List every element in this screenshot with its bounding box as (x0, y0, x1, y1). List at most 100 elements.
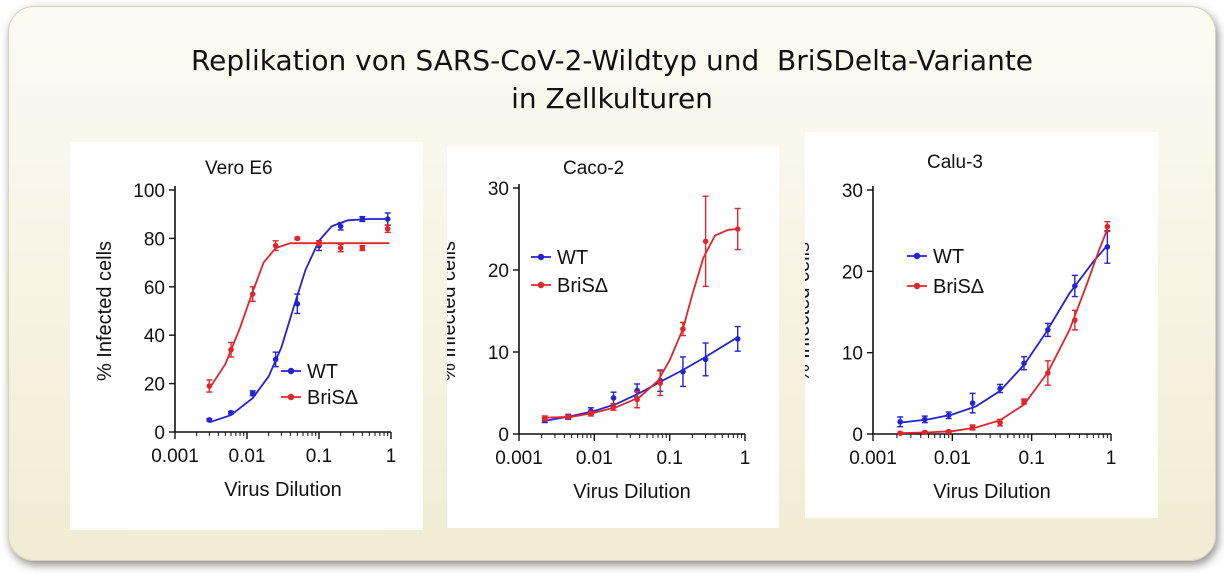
legend-label: WT (933, 246, 964, 268)
data-point (316, 240, 322, 247)
data-point (1072, 283, 1078, 289)
y-tick-label: 30 (842, 181, 863, 202)
chart-calu-3: Calu-3 0 10 20 30 0.001 0.01 0.1 1 Virus Dilution… (805, 152, 1117, 503)
data-point (249, 291, 256, 297)
legend-marker (913, 282, 921, 290)
fit-curve (544, 228, 738, 419)
y-tick-label: 30 (488, 179, 509, 200)
x-tick-label: 0.1 (306, 446, 332, 467)
x-tick-label: 0.1 (656, 448, 682, 469)
y-axis-label: % Infected cells (94, 241, 116, 381)
data-point (680, 326, 686, 332)
y-tick-label: 20 (488, 261, 509, 282)
fit-curve (208, 242, 390, 389)
data-point (922, 416, 928, 423)
y-tick-label: 0 (498, 425, 509, 446)
y-axis-label: % Infected cells (447, 241, 460, 381)
chart-panel-calu-3: Calu-3 0 10 20 30 0.001 0.01 0.1 1 Virus Dilution… (805, 132, 1158, 518)
y-tick-label: 10 (842, 344, 863, 365)
data-point (565, 413, 572, 420)
data-point (1104, 223, 1111, 230)
data-point (969, 424, 976, 431)
data-point (206, 417, 213, 423)
x-tick-label: 0.01 (576, 448, 613, 469)
data-point (1021, 398, 1027, 405)
data-point (206, 383, 213, 389)
legend-label: WT (557, 247, 588, 269)
x-axis-label: Virus Dilution (933, 481, 1050, 503)
data-point (945, 428, 952, 435)
data-point (272, 242, 279, 249)
data-point (384, 225, 391, 232)
y-tick-label: 40 (144, 326, 165, 347)
legend-label: WT (307, 361, 338, 383)
legend-label: BriSΔ (557, 275, 608, 297)
data-point (634, 396, 640, 403)
data-point (1045, 370, 1051, 376)
data-point (228, 346, 234, 353)
main-title: Replikation von SARS-CoV-2-Wildtyp und B… (0, 42, 1224, 118)
legend-marker (537, 253, 545, 261)
fit-curve (900, 244, 1109, 424)
data-point (384, 216, 391, 222)
series-bris-delta (206, 224, 391, 393)
data-point (997, 385, 1003, 392)
data-point (680, 368, 686, 375)
data-point (249, 390, 256, 397)
y-tick-label: 80 (144, 229, 165, 250)
data-point (337, 223, 344, 230)
data-point (734, 226, 741, 232)
legend-marker (287, 367, 295, 375)
panel-title: Vero E6 (205, 158, 273, 179)
legend-marker (913, 252, 921, 260)
y-tick-label: 0 (154, 423, 165, 444)
x-tick-label: 1 (1106, 448, 1117, 469)
chart-panel-vero-e6: Vero E6 0 20 40 60 80 100 0.001 0.01 0.1 1 Virus Di… (70, 142, 423, 530)
data-point (588, 410, 594, 417)
main-title-line-2: in Zellkulturen (511, 82, 713, 115)
data-point (1045, 327, 1051, 333)
panel-title: Caco-2 (563, 158, 624, 179)
x-tick-label: 0.001 (849, 448, 897, 469)
x-axis-label: Virus Dilution (224, 479, 341, 501)
data-point (541, 415, 548, 422)
data-point (272, 356, 279, 363)
fit-curve (900, 228, 1109, 435)
data-point (945, 412, 952, 419)
chart-vero-e6: Vero E6 0 20 40 60 80 100 0.001 0.01 0.1 1 Virus Di… (94, 158, 396, 501)
x-tick-label: 0.1 (1018, 448, 1044, 469)
x-tick-label: 0.001 (151, 446, 199, 467)
y-tick-label: 60 (144, 278, 165, 299)
data-point (897, 419, 903, 425)
legend-marker (287, 393, 295, 401)
data-point (294, 235, 301, 242)
data-point (337, 245, 344, 251)
series-wt (206, 212, 391, 424)
data-point (228, 409, 234, 416)
panel-title: Calu-3 (927, 152, 983, 173)
data-point (702, 356, 709, 363)
y-tick-label: 20 (842, 262, 863, 283)
y-tick-label: 0 (852, 425, 863, 446)
data-point (610, 404, 617, 410)
legend-marker (537, 281, 545, 289)
series-wt (541, 325, 741, 424)
data-point (734, 336, 741, 342)
x-tick-label: 1 (740, 448, 751, 469)
fit-curve (544, 336, 739, 422)
data-point (610, 395, 617, 401)
series-wt (897, 229, 1111, 428)
data-point (1104, 244, 1111, 250)
data-point (969, 400, 976, 406)
data-point (922, 429, 928, 436)
x-tick-label: 0.01 (934, 448, 971, 469)
x-tick-label: 0.01 (229, 446, 266, 467)
y-tick-label: 100 (133, 181, 165, 202)
data-point (1072, 317, 1078, 323)
chart-panel-caco-2: Caco-2 0 10 20 30 0.001 0.01 0.1 1 Virus Dilution… (447, 146, 779, 528)
data-point (657, 380, 664, 386)
data-point (1021, 360, 1027, 367)
y-axis-label: % Infected cells (805, 242, 814, 382)
data-point (359, 245, 366, 251)
legend-label: BriSΔ (307, 387, 358, 409)
